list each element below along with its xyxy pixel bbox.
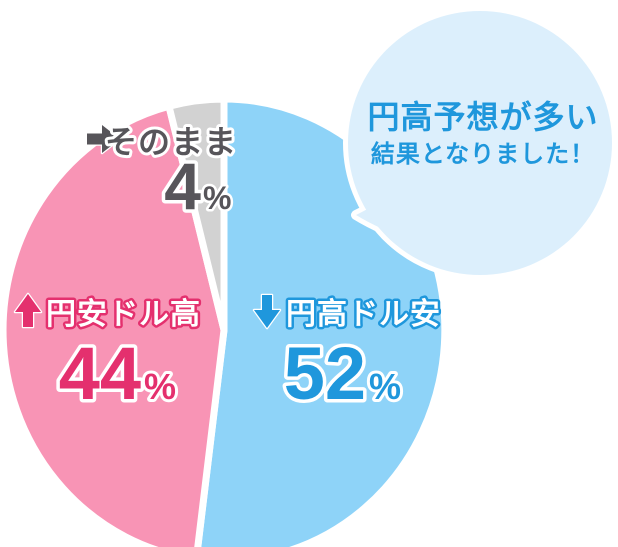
rise-up-arrow-icon xyxy=(13,292,43,329)
slice-unit-endaka: % xyxy=(369,366,401,407)
label-group-enyasu: 円安ドル高 44 % xyxy=(13,292,203,419)
flat-right-arrow-icon xyxy=(85,123,122,155)
bubble-text-line1: 円高予想が多い xyxy=(367,99,598,135)
slice-value-endaka: 52 xyxy=(284,332,366,415)
slice-unit-sonomama: % xyxy=(203,180,231,216)
pie-slice-sonomama xyxy=(165,95,228,334)
bubble-text-line2: 結果となりました！ xyxy=(371,140,595,168)
speech-bubble: 円高予想が多い 結果となりました！ xyxy=(343,6,617,280)
slice-label-sonomama: そのまま xyxy=(105,124,237,160)
slice-value-sonomama: 4 xyxy=(164,149,201,223)
slice-value-enyasu: 44 xyxy=(59,332,141,415)
slice-label-endaka: 円高ドル安 xyxy=(286,298,441,331)
slice-label-enyasu: 円安ドル高 xyxy=(46,298,201,331)
speech-bubble-fill xyxy=(348,11,612,275)
fall-down-arrow-icon xyxy=(252,293,282,330)
slice-unit-enyasu: % xyxy=(144,366,176,407)
label-group-sonomama: そのまま 4 % xyxy=(85,121,239,227)
label-group-endaka: 円高ドル安 52 % xyxy=(252,293,443,419)
